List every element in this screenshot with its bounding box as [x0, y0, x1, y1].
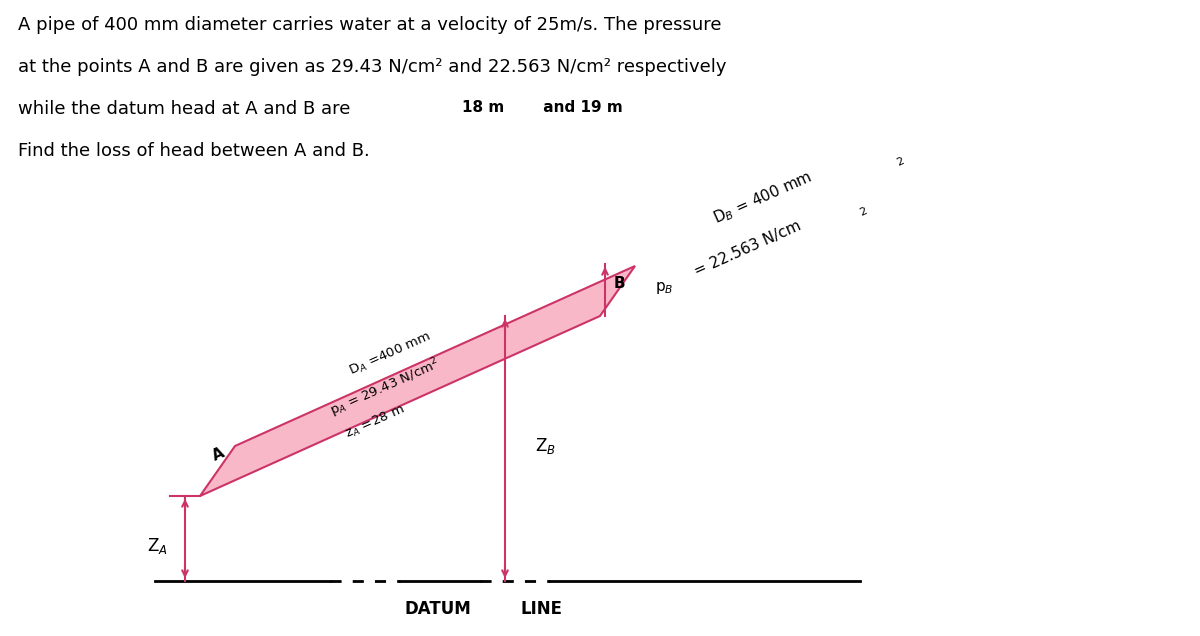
Text: 2: 2 — [858, 206, 869, 218]
Text: LINE: LINE — [521, 600, 563, 618]
Text: DATUM: DATUM — [404, 600, 472, 618]
Text: p$_A$ = 29.43 N/cm$^2$: p$_A$ = 29.43 N/cm$^2$ — [328, 355, 443, 421]
Text: at the points A and B are given as 29.43 N/cm² and 22.563 N/cm² respectively: at the points A and B are given as 29.43… — [18, 58, 726, 76]
Text: z$_A$ =28 m: z$_A$ =28 m — [343, 402, 407, 442]
Text: 18 m: 18 m — [462, 100, 504, 115]
Text: p$_B$: p$_B$ — [655, 280, 673, 296]
Text: D$_B$ = 400 mm: D$_B$ = 400 mm — [710, 168, 815, 228]
Text: = 22.563 N/cm: = 22.563 N/cm — [692, 218, 804, 279]
Polygon shape — [200, 266, 635, 496]
Text: 2: 2 — [895, 156, 906, 168]
Text: while the datum head at A and B are: while the datum head at A and B are — [18, 100, 350, 118]
Text: Find the loss of head between A and B.: Find the loss of head between A and B. — [18, 142, 370, 160]
Text: A: A — [210, 445, 227, 463]
Text: B: B — [614, 277, 625, 291]
Text: and 19 m: and 19 m — [538, 100, 623, 115]
Text: Z$_B$: Z$_B$ — [535, 436, 556, 456]
Text: D$_A$ =400 mm: D$_A$ =400 mm — [347, 329, 433, 379]
Text: A pipe of 400 mm diameter carries water at a velocity of 25m/s. The pressure: A pipe of 400 mm diameter carries water … — [18, 16, 721, 34]
Text: Z$_A$: Z$_A$ — [146, 536, 167, 556]
